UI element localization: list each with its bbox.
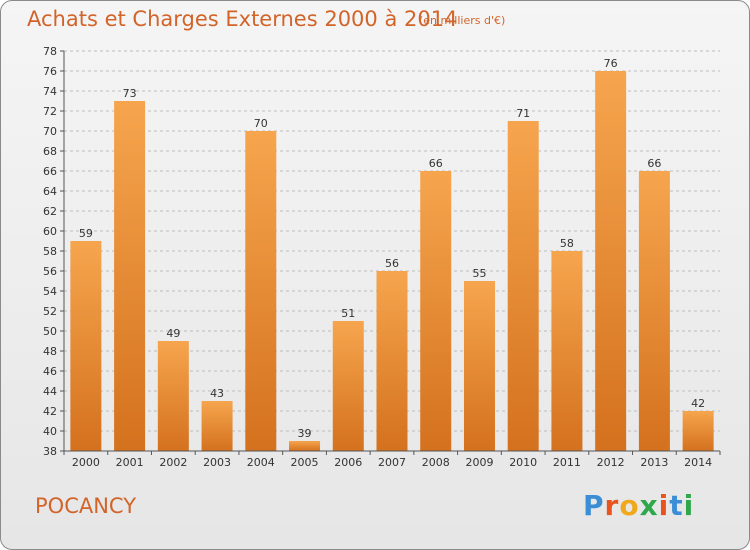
data-label-2005: 39 xyxy=(298,427,312,440)
data-label-2003: 43 xyxy=(210,387,224,400)
bar-2002 xyxy=(157,341,189,451)
logo-letter: i xyxy=(658,489,670,522)
y-tick-label: 76 xyxy=(43,65,57,78)
x-tick-label: 2011 xyxy=(553,456,581,469)
x-tick-label: 2004 xyxy=(247,456,275,469)
data-label-2002: 49 xyxy=(166,327,180,340)
x-tick-label: 2010 xyxy=(509,456,537,469)
y-tick-label: 70 xyxy=(43,125,57,138)
bar-2001 xyxy=(114,101,146,451)
data-label-2007: 56 xyxy=(385,257,399,270)
y-tick-label: 40 xyxy=(43,425,57,438)
y-axis: 38 40 42 44 46 48 50 52 54 56 58 60 62 64 66 68 70 72 74 76… xyxy=(43,45,65,458)
commune-name: POCANCY xyxy=(35,494,137,518)
chart-subtitle: (en milliers d'€) xyxy=(419,14,506,27)
y-tick-label: 60 xyxy=(43,225,57,238)
y-tick-label: 56 xyxy=(43,265,57,278)
chart-title: Achats et Charges Externes 2000 à 2014 xyxy=(27,7,458,31)
y-tick-label: 52 xyxy=(43,305,57,318)
proxiti-logo: Proxiti xyxy=(583,489,694,522)
y-tick-label: 72 xyxy=(43,105,57,118)
bar-2012 xyxy=(595,71,627,451)
x-tick-label: 2013 xyxy=(640,456,668,469)
data-label-2009: 55 xyxy=(472,267,486,280)
data-label-2010: 71 xyxy=(516,107,530,120)
x-tick-label: 2006 xyxy=(334,456,362,469)
bar-2006 xyxy=(332,321,364,451)
bar-2010 xyxy=(507,121,539,451)
x-tick-label: 2012 xyxy=(597,456,625,469)
y-tick-label: 64 xyxy=(43,185,57,198)
x-tick-label: 2008 xyxy=(422,456,450,469)
y-tick-label: 66 xyxy=(43,165,57,178)
y-tick-label: 78 xyxy=(43,45,57,58)
y-tick-label: 42 xyxy=(43,405,57,418)
x-tick-label: 2000 xyxy=(72,456,100,469)
data-label-2008: 66 xyxy=(429,157,443,170)
bar-2007 xyxy=(376,271,408,451)
y-tick-label: 54 xyxy=(43,285,57,298)
y-tick-label: 46 xyxy=(43,365,57,378)
data-label-2001: 73 xyxy=(123,87,137,100)
data-label-2000: 59 xyxy=(79,227,93,240)
bar-2003 xyxy=(201,401,233,451)
logo-letter: r xyxy=(604,489,620,522)
data-label-2013: 66 xyxy=(647,157,661,170)
bar-2008 xyxy=(420,171,452,451)
y-tick-label: 48 xyxy=(43,345,57,358)
x-tick-label: 2001 xyxy=(116,456,144,469)
logo-letter: P xyxy=(583,489,605,522)
logo-letter: x xyxy=(639,489,659,522)
data-label-2011: 58 xyxy=(560,237,574,250)
y-tick-label: 68 xyxy=(43,145,57,158)
x-axis: 2000 2001 2002 2003 2004 2005 2006 2007 2008 2009… xyxy=(63,450,721,469)
y-tick-label: 74 xyxy=(43,85,57,98)
y-tick-label: 62 xyxy=(43,205,57,218)
y-tick-label: 58 xyxy=(43,245,57,258)
bar-2000 xyxy=(70,241,102,451)
x-tick-label: 2003 xyxy=(203,456,231,469)
data-label-2012: 76 xyxy=(604,57,618,70)
bar-2004 xyxy=(245,131,277,451)
bar-2011 xyxy=(551,251,583,451)
bars: 59 73 49 43 70 39 51 56 66 55 71 58 76 66 42 xyxy=(70,57,714,451)
y-tick-label: 44 xyxy=(43,385,57,398)
bar-2014 xyxy=(682,411,714,451)
bar-2009 xyxy=(463,281,495,451)
x-tick-label: 2014 xyxy=(684,456,712,469)
data-label-2006: 51 xyxy=(341,307,355,320)
x-tick-label: 2009 xyxy=(465,456,493,469)
data-label-2014: 42 xyxy=(691,397,705,410)
data-label-2004: 70 xyxy=(254,117,268,130)
bar-2005 xyxy=(289,441,321,451)
logo-letter: o xyxy=(619,489,640,522)
x-tick-label: 2007 xyxy=(378,456,406,469)
x-tick-label: 2005 xyxy=(291,456,319,469)
bar-2013 xyxy=(638,171,670,451)
y-tick-label: 50 xyxy=(43,325,57,338)
logo-letter: t xyxy=(669,489,684,522)
y-tick-label: 38 xyxy=(43,445,57,458)
x-tick-label: 2002 xyxy=(159,456,187,469)
logo-letter: i xyxy=(683,489,695,522)
